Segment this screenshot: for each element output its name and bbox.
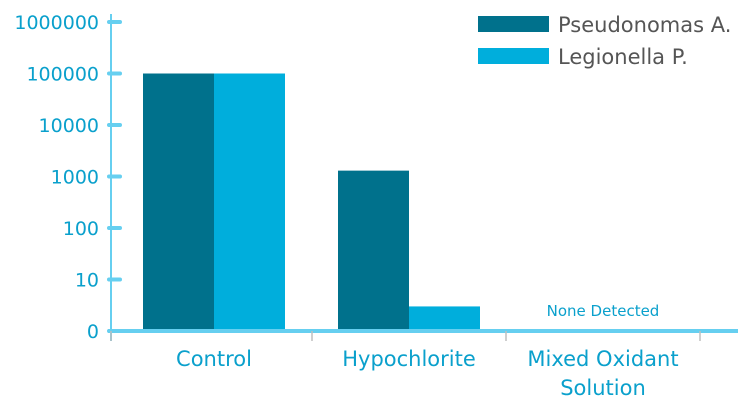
none-detected-annotation: None Detected xyxy=(547,302,660,320)
legend-label: Pseudonomas A. xyxy=(558,13,731,37)
y-tick-label: 10 xyxy=(75,270,99,292)
bar-series-1 xyxy=(338,170,409,331)
bar-series-2 xyxy=(409,306,480,331)
bar-series-1 xyxy=(143,73,214,331)
bar-series-2 xyxy=(214,73,285,331)
y-tick-label: 0 xyxy=(87,321,99,343)
legend-swatch xyxy=(478,48,549,64)
x-tick-label: Mixed Oxidant xyxy=(527,347,678,371)
legend-swatch xyxy=(478,16,549,32)
y-tick-label: 100000 xyxy=(26,64,99,86)
y-tick-label: 1000000 xyxy=(14,12,99,34)
y-tick-label: 1000 xyxy=(51,167,99,189)
x-tick-label: Control xyxy=(176,347,252,371)
x-tick-label: Solution xyxy=(560,376,646,398)
x-tick-label: Hypochlorite xyxy=(342,347,476,371)
y-tick-label: 10000 xyxy=(39,115,99,137)
legend-label: Legionella P. xyxy=(558,45,688,69)
y-tick-label: 100 xyxy=(63,218,99,240)
